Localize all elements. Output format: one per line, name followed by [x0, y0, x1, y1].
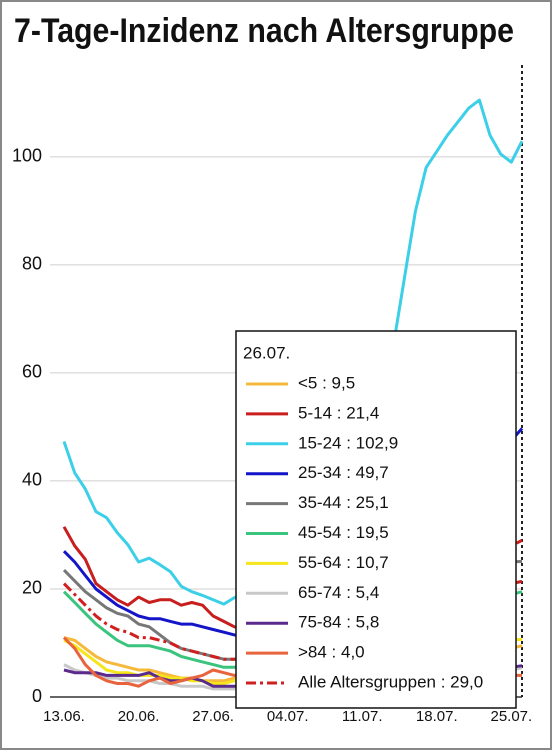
- tooltip-box: [235, 330, 517, 709]
- x-tick-label: 20.06.: [118, 708, 160, 725]
- y-tick-label: 40: [22, 470, 42, 490]
- tooltip: 26.07. <5 : 9,5 5-14 : 21,4 15-24 : 102,9 2…: [235, 330, 517, 709]
- legend-label: 45-54 : 19,5: [298, 523, 389, 542]
- legend-label: 25-34 : 49,7: [298, 463, 389, 482]
- y-tick-label: 100: [12, 146, 42, 166]
- legend-label: 55-64 : 10,7: [298, 553, 389, 572]
- y-tick-label: 20: [22, 578, 42, 598]
- legend-label: 35-44 : 25,1: [298, 493, 389, 512]
- legend-label: 65-74 : 5,4: [298, 583, 379, 602]
- y-tick-label: 80: [22, 254, 42, 274]
- x-tick-label: 04.07.: [267, 708, 309, 725]
- tooltip-title: 26.07.: [243, 343, 290, 362]
- legend-label: <5 : 9,5: [298, 373, 355, 392]
- x-tick-label: 25.07.: [490, 708, 532, 725]
- y-tick-label: 60: [22, 362, 42, 382]
- legend-label: Alle Altersgruppen : 29,0: [298, 672, 483, 691]
- legend-label: 15-24 : 102,9: [298, 433, 398, 452]
- legend-label: 5-14 : 21,4: [298, 403, 379, 422]
- x-tick-label: 18.07.: [416, 708, 458, 725]
- x-tick-label: 27.06.: [192, 708, 234, 725]
- chart-title: 7-Tage-Inzidenz nach Altersgruppe: [14, 12, 514, 50]
- x-tick-label: 13.06.: [43, 708, 85, 725]
- y-tick-label: 0: [32, 686, 42, 706]
- legend-label: 75-84 : 5,8: [298, 613, 379, 632]
- x-tick-label: 11.07.: [342, 708, 383, 725]
- legend-label: >84 : 4,0: [298, 643, 365, 662]
